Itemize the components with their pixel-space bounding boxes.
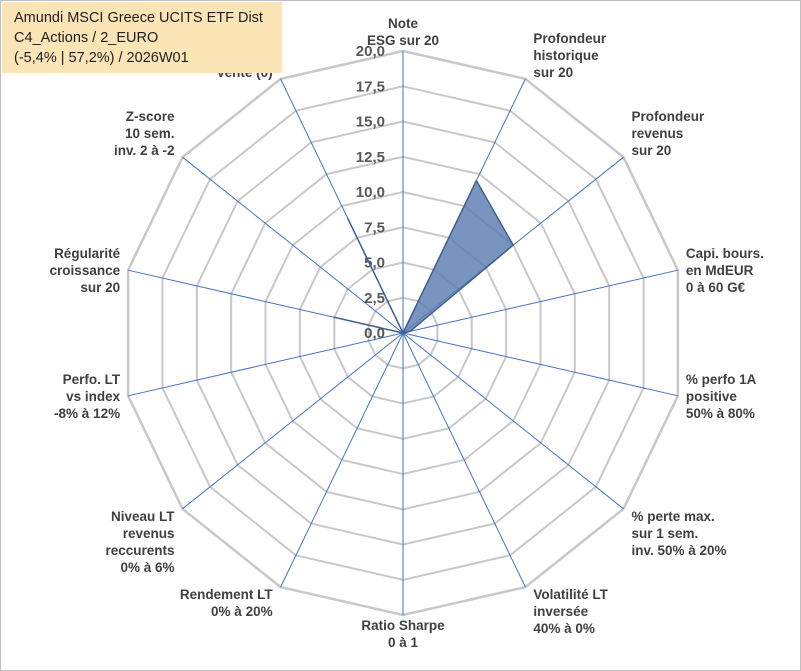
axis-label: Ratio Sharpe <box>361 618 445 633</box>
axis-label: en MdEUR <box>686 263 754 278</box>
axis-label: 0% à 20% <box>211 604 273 619</box>
axis-label: sur 20 <box>533 65 573 80</box>
axis-label: vs index <box>66 389 121 404</box>
radial-tick-label: 10,0 <box>356 184 385 201</box>
chart-title-line-2: C4_Actions / 2_EURO <box>14 30 159 46</box>
axis-label: Note <box>388 16 418 31</box>
spoke-line <box>182 156 404 334</box>
axis-label: croissance <box>50 263 121 278</box>
axis-label: 50% à 80% <box>686 406 755 421</box>
axis-label: Régularité <box>54 246 121 261</box>
chart-title-line-3: (-5,4% | 57,2%) / 2026W01 <box>14 50 189 66</box>
axis-label: revenus <box>123 526 175 541</box>
axis-label: % perfo 1A <box>686 372 757 387</box>
radial-tick-label: 0,0 <box>364 325 385 342</box>
radial-tick-label: 12,5 <box>356 149 385 166</box>
axis-label: Profondeur <box>533 31 606 46</box>
radial-tick-label: 15,0 <box>356 114 385 131</box>
axis-label: ESG sur 20 <box>367 33 439 48</box>
axis-label: inv. 2 à -2 <box>114 143 175 158</box>
axis-label: 0 à 1 <box>388 635 419 650</box>
axis-label: Profondeur <box>632 109 705 124</box>
radar-series <box>333 179 514 334</box>
axis-label: Volatilité LT <box>533 587 608 602</box>
chart-title-line-1: Amundi MSCI Greece UCITS ETF Dist <box>14 10 263 26</box>
axis-label: sur 20 <box>80 280 120 295</box>
spoke-line <box>402 332 679 397</box>
axis-label: % perte max. <box>632 509 715 524</box>
axis-label: 40% à 0% <box>533 621 595 636</box>
radial-tick-label: 7,5 <box>364 219 385 236</box>
spoke-line <box>402 269 679 334</box>
axis-label: revenus <box>632 126 684 141</box>
axis-label: positive <box>686 389 738 404</box>
axis-label: inv. 50% à 20% <box>632 543 727 558</box>
axis-label: sur 20 <box>632 143 672 158</box>
axis-label: reccurents <box>105 543 174 558</box>
axis-label: -8% à 12% <box>54 406 120 421</box>
radial-tick-label: 20,0 <box>356 43 385 60</box>
spoke-line <box>127 332 404 397</box>
chart-title-box: Amundi MSCI Greece UCITS ETF Dist C4_Act… <box>2 2 282 73</box>
spoke-line <box>182 332 404 510</box>
axis-label: Capi. bours. <box>686 246 764 261</box>
axis-label: sur 1 sem. <box>632 526 699 541</box>
radar-tick-labels: 0,0 2,5 5,0 7,5 10,0 12,5 15,0 17,5 20,0 <box>356 43 385 342</box>
axis-label: Perfo. LT <box>63 372 121 387</box>
axis-label: 0% à 6% <box>120 560 174 575</box>
series-area <box>333 179 514 334</box>
axis-label: Rendement LT <box>180 587 274 602</box>
axis-label: 10 sem. <box>125 126 175 141</box>
axis-label: 0 à 60 G€ <box>686 280 746 295</box>
spoke-line <box>402 332 526 588</box>
axis-label: Niveau LT <box>111 509 175 524</box>
radial-tick-label: 17,5 <box>356 78 385 95</box>
radar-axis-labels: Note ESG sur 20 Profondeur historique sur 20… <box>50 16 764 650</box>
radial-tick-label: 5,0 <box>364 255 385 272</box>
spoke-line <box>280 332 404 588</box>
axis-label: inversée <box>533 604 588 619</box>
axis-label: historique <box>533 48 599 63</box>
axis-label: Z-score <box>126 109 175 124</box>
radial-tick-label: 2,5 <box>364 290 385 307</box>
spoke-line <box>402 332 624 510</box>
